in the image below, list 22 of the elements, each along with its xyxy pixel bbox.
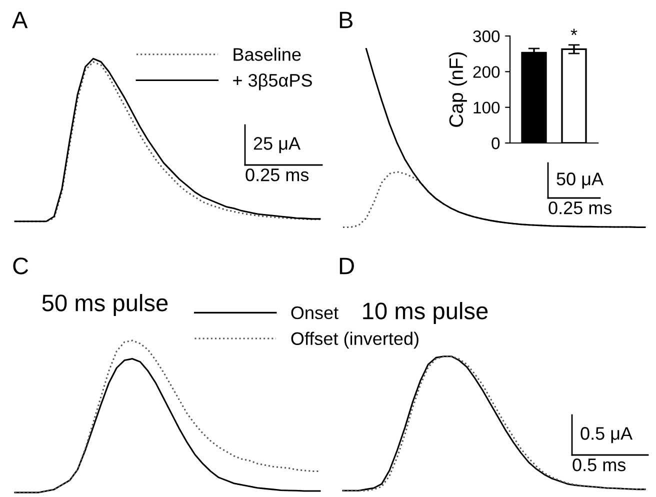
legend-label: + 3β5αPS [233, 73, 312, 90]
annotation: 25 μA [254, 137, 301, 154]
annotation: 0.25 ms [548, 201, 612, 214]
legend-label: Baseline [234, 48, 301, 61]
annotation: 50 μA [556, 172, 604, 189]
annotation: 0.5 ms [572, 458, 626, 472]
legend-label: Offset (inverted) [291, 332, 418, 349]
annotation: 0.25 ms [246, 168, 309, 182]
legend-label: Onset [291, 306, 338, 320]
chart-title: A [12, 12, 28, 28]
chart-title: B [340, 12, 352, 28]
text: * [570, 28, 578, 36]
annotation: 0.5 μA [580, 427, 633, 444]
chart-title: D [340, 258, 354, 274]
y-tick-label: 100 [474, 102, 500, 114]
y-tick-label: 300 [473, 30, 500, 42]
y-axis-title: Cap (nF) [448, 52, 467, 127]
chart-title: C [13, 258, 28, 274]
chart-subtitle: 50 ms pulse [42, 294, 168, 316]
y-tick-label: 200 [473, 66, 500, 78]
y-tick-label: 0 [492, 137, 500, 150]
chart-subtitle: 10 ms pulse [363, 302, 488, 324]
